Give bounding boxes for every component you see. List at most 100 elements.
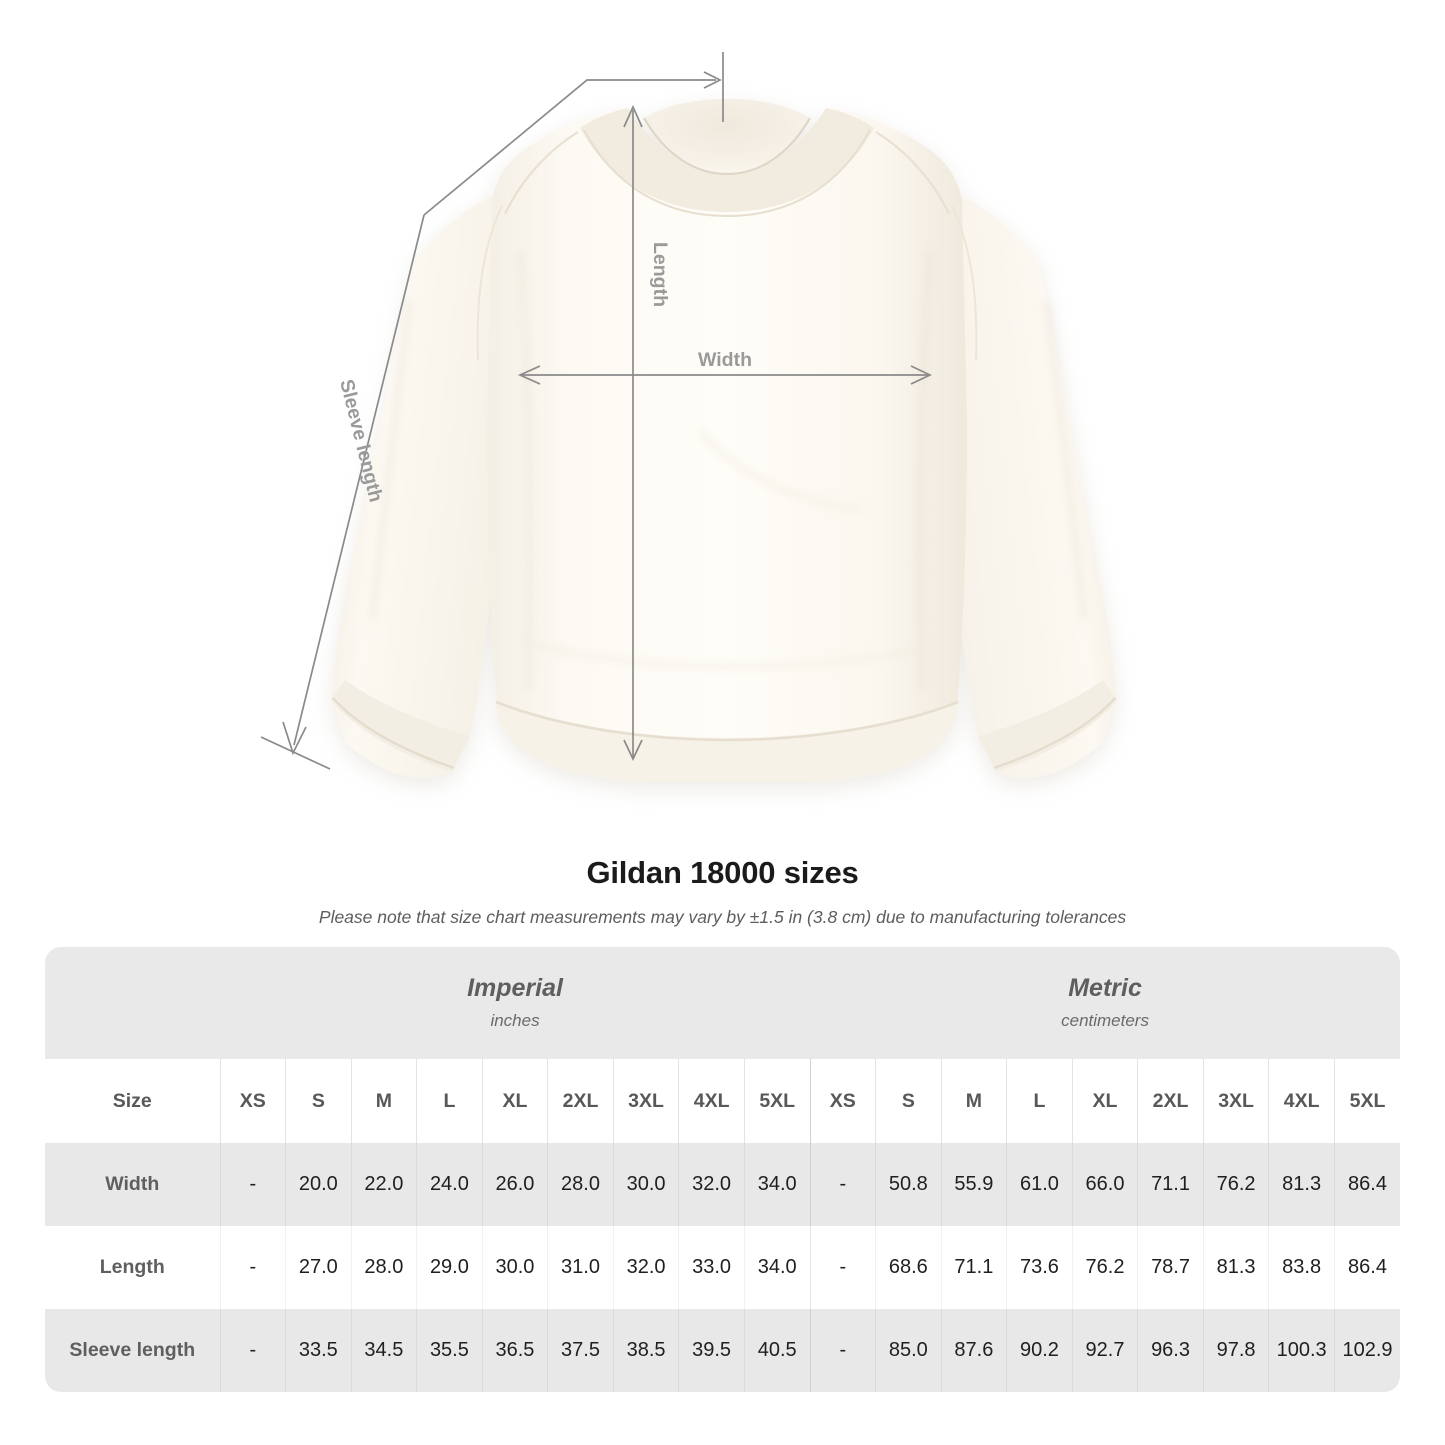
measurement-value: 83.8 (1268, 1226, 1335, 1309)
measurement-value: 35.5 (416, 1309, 483, 1392)
unit-group-imperial: Imperial inches (220, 947, 811, 1059)
sweatshirt-illustration (331, 99, 1117, 782)
left-armhole-seam (476, 205, 503, 361)
tolerance-note: Please note that size chart measurements… (318, 907, 1127, 928)
table-row: Sleeve length -33.5 34.5 35.5 36.5 37.5 38.5 39… (45, 1309, 1401, 1392)
measurement-value: 20.0 (285, 1143, 352, 1226)
measurement-row-label: Length (45, 1226, 220, 1309)
width-left-arrowhead (517, 365, 541, 385)
left-sleeve (331, 190, 508, 779)
collar-rib (580, 108, 874, 212)
unit-group-name: Imperial (467, 974, 563, 1003)
left-cuff (331, 680, 470, 772)
sleeve-leader-arrowhead (703, 71, 722, 89)
size-column-header-imperial-xs: XS (219, 1059, 286, 1143)
measurement-value: 76.2 (1071, 1226, 1138, 1309)
measurement-value: 86.4 (1333, 1226, 1401, 1309)
width-right-arrowhead (910, 365, 932, 385)
measurement-annotations (260, 52, 932, 770)
measurement-value: 61.0 (1006, 1143, 1073, 1226)
measurement-value: 97.8 (1202, 1309, 1269, 1392)
size-column-header-metric-l: L (1006, 1059, 1073, 1143)
size-column-header-metric-m: M (940, 1059, 1007, 1143)
unit-group-subtitle: inches (490, 1010, 540, 1030)
measurement-value: 68.6 (875, 1226, 942, 1309)
measurement-value: 30.0 (481, 1226, 548, 1309)
measurement-value: 81.3 (1268, 1143, 1335, 1226)
measurement-value: 90.2 (1006, 1309, 1073, 1392)
title-block: Gildan 18000 sizes Please note that size… (0, 838, 1445, 947)
measurement-value: 85.0 (875, 1309, 942, 1392)
measurement-value: 30.0 (612, 1143, 679, 1226)
measurement-value: 96.3 (1137, 1309, 1204, 1392)
width-label: Width (698, 349, 752, 371)
unit-group-name: Metric (1068, 974, 1142, 1003)
size-header-label: Size (45, 1059, 220, 1143)
table-row: Length -27.0 28.0 29.0 30.0 31.0 32.0 33.0 34.0-… (45, 1226, 1401, 1309)
measurement-value: 32.0 (678, 1143, 745, 1226)
measurement-value: 27.0 (285, 1226, 352, 1309)
size-column-header-metric-s: S (875, 1059, 942, 1143)
measurement-value: 55.9 (940, 1143, 1007, 1226)
size-column-header-metric-4xl: 4XL (1268, 1059, 1335, 1143)
measurement-value: 76.2 (1202, 1143, 1269, 1226)
garment-diagram-panel: Length Width Sleeve length (260, 52, 1117, 782)
sleeve-bottom-tick (260, 736, 331, 770)
sweatshirt-diagram-svg: Length Width Sleeve length (260, 52, 1117, 782)
measurement-value: 32.0 (612, 1226, 679, 1309)
measurement-value: - (219, 1143, 286, 1226)
size-column-header-metric-xs: XS (809, 1059, 876, 1143)
size-column-header-metric-5xl: 5XL (1333, 1059, 1401, 1143)
sweatshirt-body (487, 108, 967, 782)
size-column-header-metric-2xl: 2XL (1137, 1059, 1204, 1143)
size-column-header-imperial-l: L (416, 1059, 483, 1143)
measurement-value: 50.8 (875, 1143, 942, 1226)
measurement-value: 33.0 (678, 1226, 745, 1309)
measurement-value: 29.0 (416, 1226, 483, 1309)
measurement-value: 34.0 (743, 1143, 811, 1226)
length-top-arrowhead (623, 104, 643, 128)
right-armhole-seam (951, 205, 978, 361)
measurement-value: 39.5 (678, 1309, 745, 1392)
measurement-value: 81.3 (1202, 1226, 1269, 1309)
size-column-header-imperial-5xl: 5XL (743, 1059, 811, 1143)
measurement-value: - (219, 1226, 286, 1309)
length-label: Length (649, 242, 671, 307)
unit-group-header-row: Imperial inches Metric centimeters (45, 947, 1401, 1059)
right-sleeve (940, 190, 1117, 779)
measurement-value: 40.5 (743, 1309, 811, 1392)
right-cuff (978, 680, 1117, 772)
measurement-value: 28.0 (547, 1143, 614, 1226)
size-column-header-imperial-m: M (350, 1059, 417, 1143)
neck-opening (644, 99, 810, 174)
measurement-value: 34.5 (350, 1309, 417, 1392)
measurement-value: 37.5 (547, 1309, 614, 1392)
measurement-value: 71.1 (940, 1226, 1007, 1309)
page-title: Gildan 18000 sizes (586, 855, 859, 890)
measurement-value: - (809, 1226, 876, 1309)
size-column-header-imperial-4xl: 4XL (678, 1059, 745, 1143)
measurement-value: 86.4 (1333, 1143, 1401, 1226)
size-column-header-imperial-3xl: 3XL (612, 1059, 679, 1143)
measurement-row-label: Width (45, 1143, 220, 1226)
measurement-value: - (219, 1309, 286, 1392)
size-table-container: Imperial inches Metric centimeters Size XS S M L… (45, 947, 1401, 1392)
size-column-header-metric-3xl: 3XL (1202, 1059, 1269, 1143)
measurement-value: 36.5 (481, 1309, 548, 1392)
measurement-value: 87.6 (940, 1309, 1007, 1392)
unit-row-spacer (45, 947, 220, 1059)
measurement-value: 92.7 (1071, 1309, 1138, 1392)
size-header-row: Size XS S M L XL 2XL 3XL 4XL 5XL XS S M L XL 2XL 3XL 4XL 5… (45, 1059, 1401, 1143)
measurement-value: 24.0 (416, 1143, 483, 1226)
left-shoulder-seam (504, 131, 579, 215)
measurement-value: 102.9 (1333, 1309, 1401, 1392)
measurement-value: 28.0 (350, 1226, 417, 1309)
measurement-value: 31.0 (547, 1226, 614, 1309)
size-chart-table: Imperial inches Metric centimeters Size XS S M L… (45, 947, 1401, 1392)
table-row: Width -20.0 22.0 24.0 26.0 28.0 30.0 32.0 34.0-5… (45, 1143, 1401, 1226)
measurement-value: 26.0 (481, 1143, 548, 1226)
measurement-value: - (809, 1309, 876, 1392)
measurement-value: 100.3 (1268, 1309, 1335, 1392)
size-column-header-imperial-xl: XL (481, 1059, 548, 1143)
right-shoulder-seam (875, 131, 950, 215)
